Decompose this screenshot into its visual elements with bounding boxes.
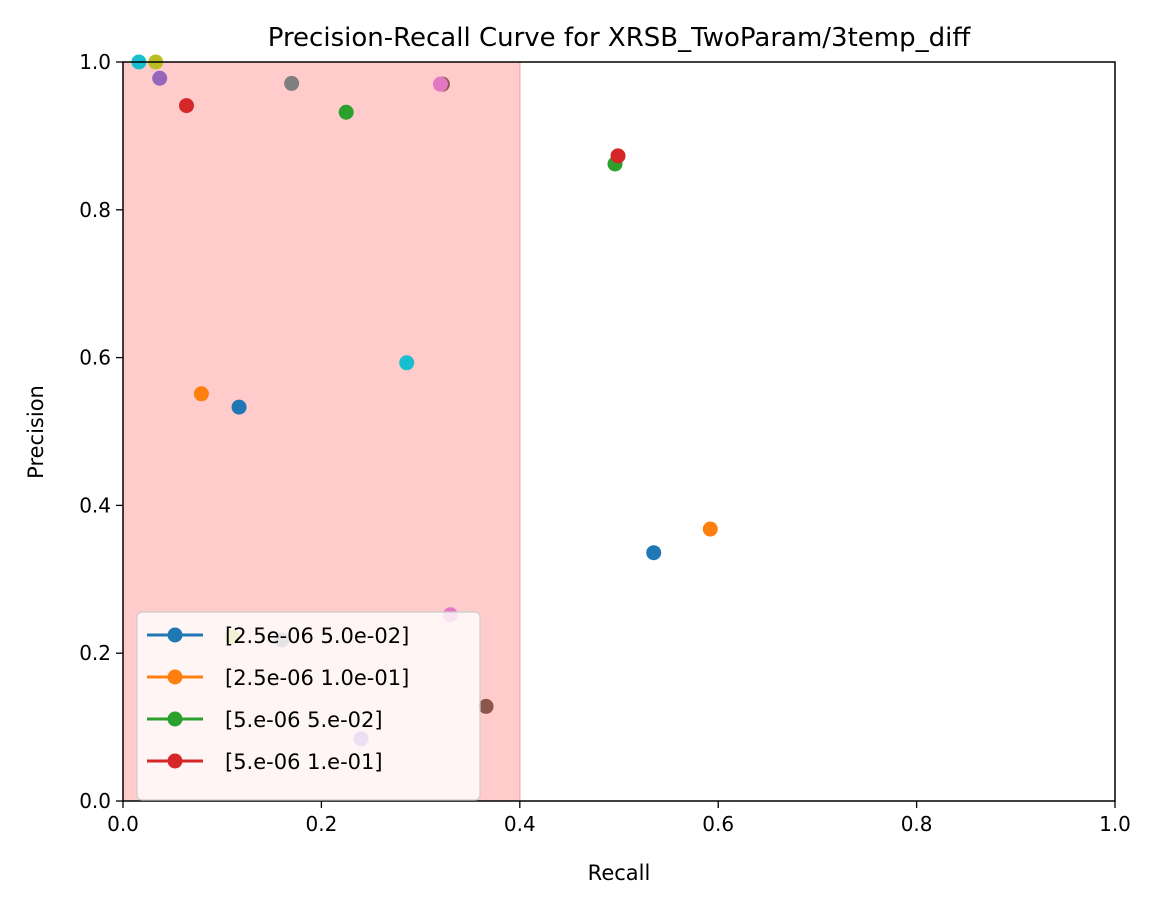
x-tick-label-1: 0.2 — [305, 812, 337, 836]
data-point-series-5-1 — [478, 698, 494, 714]
x-axis-label: Recall — [588, 861, 651, 885]
legend-box — [136, 611, 481, 801]
legend-label-0: [2.5e-06 5.0e-02] — [225, 624, 409, 648]
data-point-series-6-0 — [432, 76, 448, 92]
data-point-series-3-0 — [178, 98, 194, 114]
legend-marker-2 — [167, 711, 183, 727]
legend-label-2: [5.e-06 5.e-02] — [225, 708, 383, 732]
legend-marker-0 — [167, 627, 183, 643]
chart-title: Precision-Recall Curve for XRSB_TwoParam… — [268, 23, 972, 53]
data-point-series-3-1 — [610, 148, 626, 164]
data-point-series-7-0 — [284, 75, 300, 91]
y-tick-label-3: 0.6 — [79, 346, 111, 370]
data-point-series-0-1 — [646, 545, 662, 561]
legend-label-1: [2.5e-06 1.0e-01] — [225, 666, 409, 690]
y-tick-label-4: 0.8 — [79, 198, 111, 222]
data-point-series-1-1 — [702, 521, 718, 537]
plot-frame — [122, 61, 1116, 802]
y-tick-label-2: 0.4 — [79, 493, 111, 517]
y-tick-label-0: 0.0 — [79, 789, 111, 813]
data-point-series-2-0 — [338, 104, 354, 120]
data-point-series-1-0 — [193, 386, 209, 402]
y-tick-label-5: 1.0 — [79, 50, 111, 74]
x-tick-label-4: 0.8 — [901, 812, 933, 836]
legend-marker-1 — [167, 669, 183, 685]
data-point-series-9-1 — [399, 355, 415, 371]
x-tick-label-2: 0.4 — [504, 812, 536, 836]
y-axis-label: Precision — [24, 385, 48, 479]
data-point-series-0-0 — [231, 399, 247, 415]
x-tick-label-3: 0.6 — [702, 812, 734, 836]
data-point-series-4-0 — [152, 70, 168, 86]
legend-label-3: [5.e-06 1.e-01] — [225, 750, 383, 774]
legend-marker-3 — [167, 753, 183, 769]
x-tick-label-0: 0.0 — [107, 812, 139, 836]
x-tick-label-5: 1.0 — [1099, 812, 1131, 836]
y-tick-label-1: 0.2 — [79, 641, 111, 665]
